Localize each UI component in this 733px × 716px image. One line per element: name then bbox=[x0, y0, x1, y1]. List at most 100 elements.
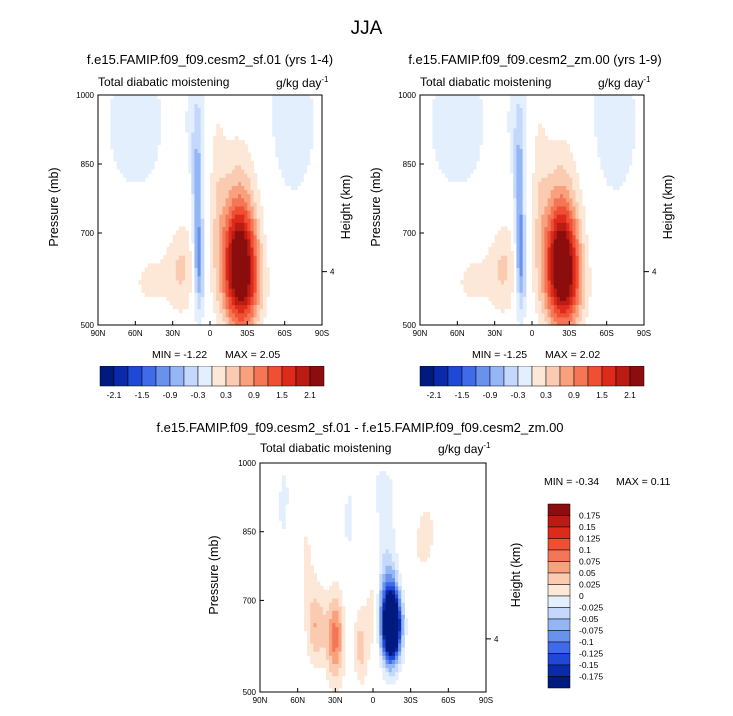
field-cell bbox=[507, 267, 511, 273]
colorbar-label: 2.1 bbox=[304, 390, 316, 400]
field-cell bbox=[622, 140, 626, 145]
field-cell bbox=[479, 279, 483, 285]
field-cell bbox=[210, 205, 214, 211]
field-cell bbox=[228, 177, 233, 182]
field-cell bbox=[200, 148, 205, 154]
field-cell bbox=[538, 168, 542, 174]
colorbar-label: 0.9 bbox=[568, 390, 580, 400]
field-cell bbox=[544, 288, 549, 293]
field-cell bbox=[513, 193, 518, 199]
field-cell bbox=[432, 136, 437, 141]
field-cell bbox=[541, 255, 546, 260]
field-cell bbox=[194, 242, 199, 248]
field-cell bbox=[553, 222, 558, 228]
field-cell bbox=[278, 516, 283, 521]
field-cell bbox=[550, 316, 555, 322]
field-cell bbox=[563, 226, 567, 232]
field-cell bbox=[185, 263, 189, 269]
field-cell bbox=[194, 131, 199, 137]
field-cell bbox=[138, 173, 143, 178]
field-cell bbox=[522, 148, 527, 154]
field-cell bbox=[138, 140, 143, 145]
field-cell bbox=[154, 127, 158, 133]
field-cell bbox=[147, 275, 152, 281]
field-cell bbox=[287, 95, 292, 100]
field-cell bbox=[522, 275, 527, 281]
field-cell bbox=[560, 259, 564, 264]
field-cell bbox=[294, 123, 298, 129]
field-cell bbox=[385, 659, 390, 664]
field-cell bbox=[241, 148, 245, 154]
plot-background bbox=[260, 463, 486, 692]
field-cell bbox=[575, 263, 580, 269]
field-cell bbox=[360, 634, 365, 640]
field-cell bbox=[225, 271, 230, 277]
field-cell bbox=[228, 218, 233, 223]
field-cell bbox=[222, 214, 227, 219]
field-cell bbox=[482, 271, 486, 277]
field-cell bbox=[541, 246, 546, 252]
field-cell bbox=[522, 103, 527, 108]
field-cell bbox=[494, 242, 499, 248]
field-cell bbox=[416, 544, 421, 550]
field-cell bbox=[532, 242, 536, 248]
field-cell bbox=[119, 148, 124, 154]
field-cell bbox=[313, 602, 318, 607]
field-cell bbox=[256, 300, 261, 306]
field-cell bbox=[448, 164, 452, 170]
field-cell bbox=[150, 119, 155, 125]
field-cell bbox=[329, 602, 333, 607]
field-cell bbox=[191, 107, 196, 113]
field-cell bbox=[228, 259, 233, 264]
field-cell bbox=[385, 610, 390, 615]
field-cell bbox=[297, 173, 301, 178]
field-cell bbox=[266, 292, 270, 297]
field-cell bbox=[238, 144, 242, 149]
field-cell bbox=[303, 136, 308, 141]
field-cell bbox=[606, 164, 611, 170]
field-cell bbox=[454, 95, 458, 100]
field-cell bbox=[426, 512, 431, 517]
field-cell bbox=[222, 205, 227, 211]
field-cell bbox=[150, 115, 155, 121]
field-cell bbox=[569, 308, 574, 314]
field-cell bbox=[609, 177, 614, 182]
field-cell bbox=[116, 160, 121, 166]
field-cell bbox=[382, 536, 387, 542]
field-cell bbox=[519, 197, 524, 203]
field-cell bbox=[234, 140, 239, 145]
field-cell bbox=[200, 300, 205, 306]
field-cell bbox=[250, 300, 255, 306]
field-cell bbox=[303, 144, 308, 149]
field-cell bbox=[234, 156, 239, 162]
field-cell bbox=[385, 503, 390, 509]
field-cell bbox=[200, 193, 205, 199]
field-cell bbox=[194, 222, 199, 228]
field-cell bbox=[241, 222, 245, 228]
field-cell bbox=[290, 152, 295, 158]
field-cell bbox=[200, 263, 205, 269]
field-cell bbox=[566, 210, 570, 215]
field-cell bbox=[238, 226, 242, 232]
field-cell bbox=[228, 288, 233, 293]
field-cell bbox=[197, 103, 202, 108]
field-cell bbox=[225, 238, 230, 244]
field-cell bbox=[278, 127, 283, 133]
field-cell bbox=[466, 119, 471, 125]
field-cell bbox=[538, 205, 542, 211]
field-cell bbox=[391, 593, 396, 599]
field-cell bbox=[216, 271, 220, 277]
field-cell bbox=[382, 659, 387, 664]
field-cell bbox=[287, 107, 292, 113]
field-cell bbox=[519, 115, 524, 121]
field-cell bbox=[398, 667, 402, 673]
field-cell bbox=[363, 663, 368, 669]
field-cell bbox=[366, 597, 371, 603]
field-cell bbox=[584, 288, 589, 293]
field-cell bbox=[441, 131, 446, 137]
colorbar-label: 0.175 bbox=[579, 511, 601, 521]
field-cell bbox=[597, 140, 602, 145]
field-cell bbox=[225, 222, 230, 228]
field-cell bbox=[325, 634, 330, 640]
field-cell bbox=[385, 626, 390, 632]
